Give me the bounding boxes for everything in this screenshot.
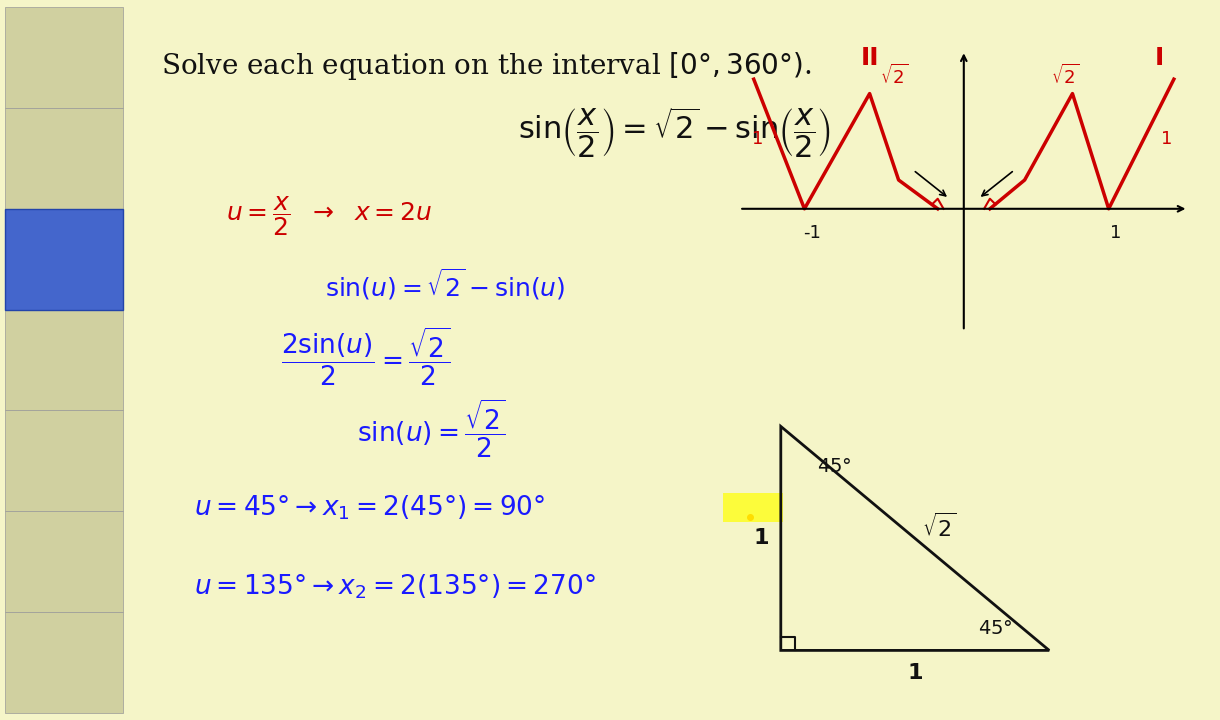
FancyBboxPatch shape (5, 410, 123, 511)
Text: $45°$: $45°$ (817, 457, 852, 476)
Text: $\sin(u) = \dfrac{\sqrt{2}}{2}$: $\sin(u) = \dfrac{\sqrt{2}}{2}$ (357, 397, 506, 460)
Text: 1: 1 (1110, 224, 1121, 242)
Text: $\sqrt{2}$: $\sqrt{2}$ (922, 513, 956, 541)
Text: $\sin\!\left(\dfrac{x}{2}\right) = \sqrt{2} - \sin\!\left(\dfrac{x}{2}\right)$: $\sin\!\left(\dfrac{x}{2}\right) = \sqrt… (517, 106, 831, 161)
Text: 1: 1 (908, 663, 922, 683)
Text: II: II (860, 46, 878, 70)
FancyBboxPatch shape (5, 612, 123, 713)
Text: $\sin(u) = \sqrt{2} - \sin(u)$: $\sin(u) = \sqrt{2} - \sin(u)$ (325, 266, 565, 302)
Text: 1: 1 (1161, 130, 1172, 148)
Text: 1: 1 (754, 528, 769, 549)
Text: -1: -1 (803, 224, 821, 242)
Text: $\sqrt{2}$: $\sqrt{2}$ (880, 63, 909, 88)
FancyBboxPatch shape (5, 7, 123, 108)
FancyBboxPatch shape (5, 511, 123, 612)
Bar (723, 493, 783, 522)
Text: $u = 45°  \rightarrow  x_1 = 2(45°) = 90°$: $u = 45° \rightarrow x_1 = 2(45°) = 90°$ (194, 493, 545, 522)
Text: $u = 135°  \rightarrow  x_2 = 2(135°) = 270°$: $u = 135° \rightarrow x_2 = 2(135°) = 27… (194, 572, 595, 601)
Text: $\sqrt{2}$: $\sqrt{2}$ (1050, 63, 1080, 88)
FancyBboxPatch shape (5, 209, 123, 310)
FancyBboxPatch shape (5, 209, 123, 310)
Text: 1: 1 (753, 130, 764, 148)
Text: Solve each equation on the interval $[0°,360°)$.: Solve each equation on the interval $[0°… (161, 50, 811, 82)
Text: $u = \dfrac{x}{2}$  $\rightarrow$  $x = 2u$: $u = \dfrac{x}{2}$ $\rightarrow$ $x = 2u… (227, 194, 433, 238)
Text: I: I (1155, 46, 1164, 70)
Text: $45°$: $45°$ (978, 618, 1013, 637)
FancyBboxPatch shape (5, 310, 123, 410)
Text: $\dfrac{2\sin(u)}{2} = \dfrac{\sqrt{2}}{2}$: $\dfrac{2\sin(u)}{2} = \dfrac{\sqrt{2}}{… (281, 325, 450, 388)
FancyBboxPatch shape (5, 108, 123, 209)
